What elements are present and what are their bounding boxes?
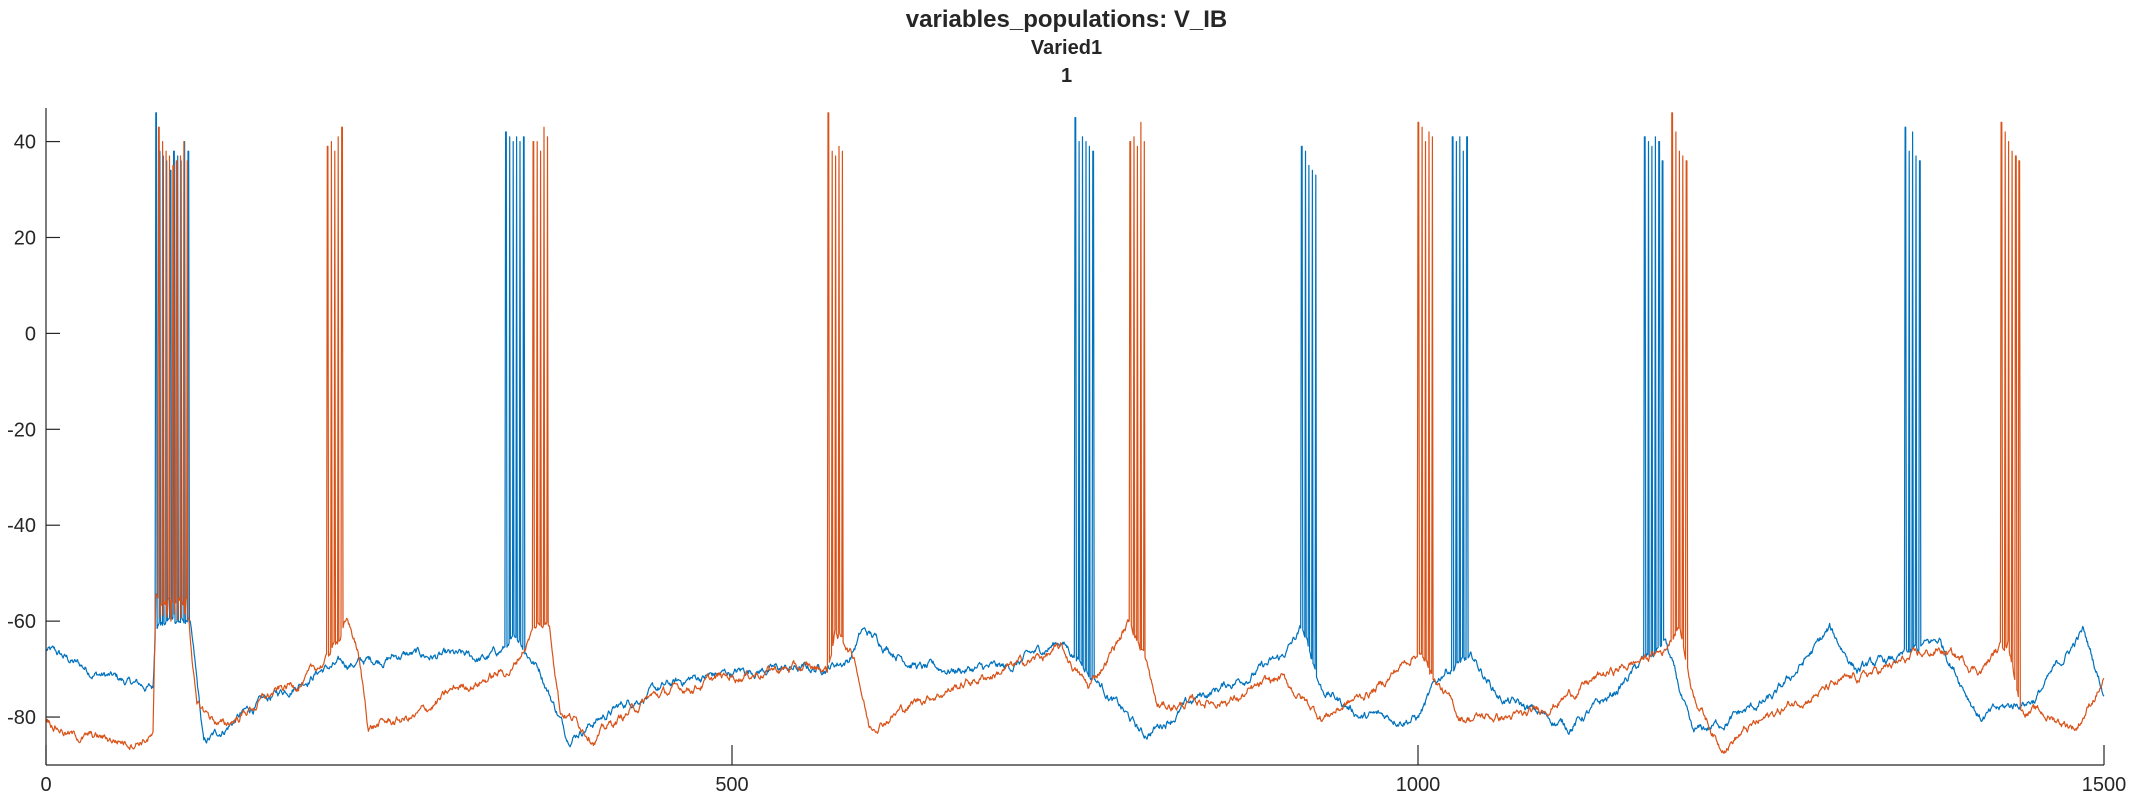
chart-title: variables_populations: V_IB [905, 6, 1228, 33]
chart-subtitle: Varied1 [1030, 37, 1103, 59]
x-tick-label: 500 [715, 774, 748, 796]
y-tick-label: -40 [7, 515, 36, 537]
series-line-1 [45, 112, 2105, 748]
x-tick-label: 0 [40, 774, 51, 796]
chart-titles: variables_populations: V_IB Varied1 1 [0, 6, 2133, 90]
y-tick-label: -20 [7, 419, 36, 441]
y-tick-label: 20 [14, 227, 36, 249]
y-tick-label: -80 [7, 707, 36, 729]
y-tick-label: 0 [25, 323, 36, 345]
x-tick-label: 1500 [2082, 774, 2127, 796]
series-line-2 [45, 112, 2105, 754]
y-tick-label: 40 [14, 132, 36, 154]
series-group [45, 112, 2105, 754]
chart-subtitle-2: 1 [1060, 65, 1073, 87]
y-tick-label: -60 [7, 611, 36, 633]
x-tick-label: 1000 [1396, 774, 1441, 796]
axes-group: 0 500 1000 1500 -80 -60 -40 -20 0 20 40 [7, 108, 2126, 796]
